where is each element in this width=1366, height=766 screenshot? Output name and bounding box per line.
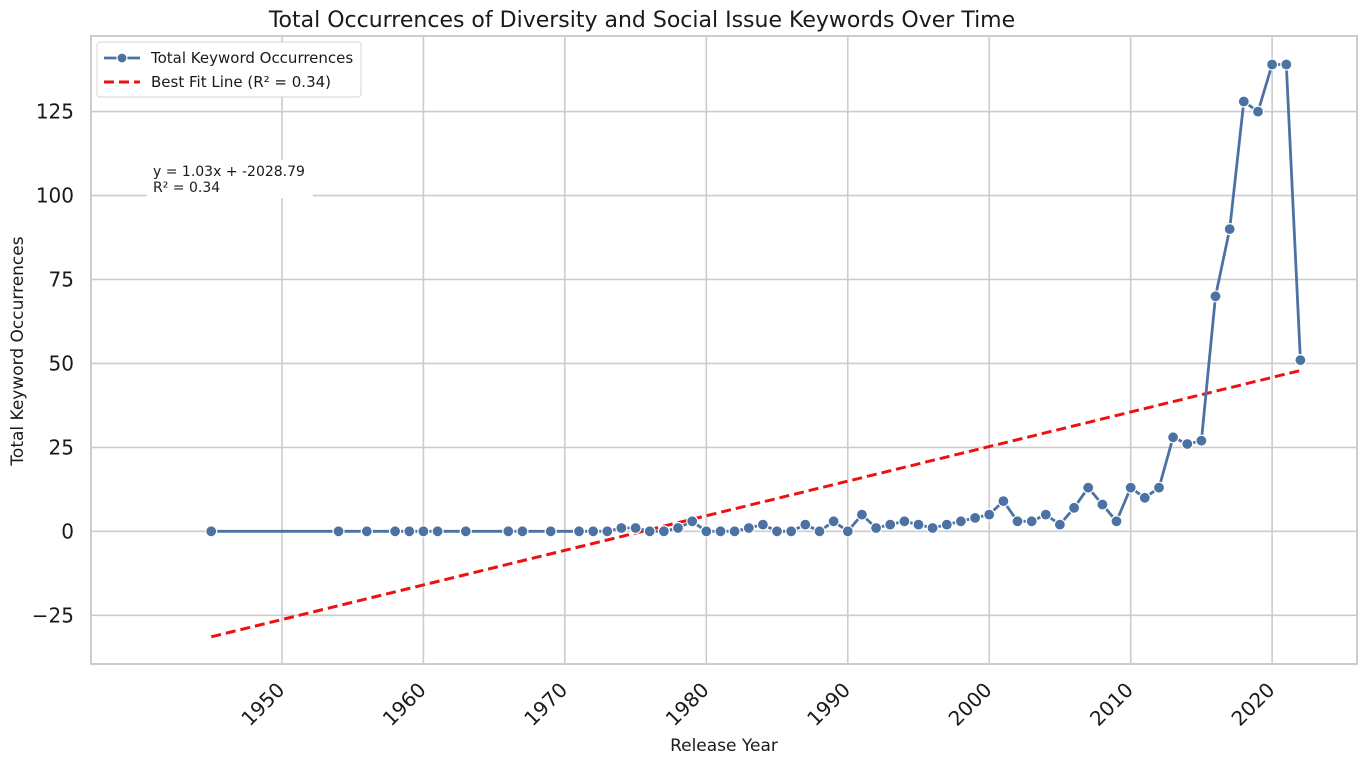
data-point [813, 525, 826, 538]
data-point [1294, 354, 1307, 367]
data-point [643, 525, 656, 538]
data-point [587, 525, 600, 538]
best-fit-line [210, 369, 1301, 639]
data-point [714, 525, 727, 538]
data-point [403, 525, 416, 538]
data-point [1223, 223, 1236, 236]
y-axis-label: Total Keyword Occurrences [8, 236, 28, 466]
x-tick-label: 2010 [1085, 678, 1138, 731]
data-point [615, 521, 628, 535]
y-tick-label: 75 [49, 267, 74, 291]
data-point [700, 525, 713, 538]
data-point [926, 521, 939, 535]
data-point [1166, 431, 1180, 444]
data-point [1138, 491, 1151, 504]
y-tick-label: 0 [61, 519, 74, 543]
data-point [1251, 105, 1265, 118]
chart-title: Total Occurrences of Diversity and Socia… [268, 8, 1015, 33]
data-point [1067, 501, 1081, 514]
x-tick-label: 1970 [519, 678, 572, 731]
series-line [211, 63, 1302, 533]
data-point [841, 525, 854, 538]
data-point [360, 525, 373, 538]
data-point [601, 525, 614, 538]
data-point [1082, 481, 1095, 494]
x-axis-label: Release Year [670, 736, 778, 756]
data-point [968, 511, 982, 525]
data-point [1181, 437, 1194, 451]
x-tick-label: 2000 [944, 678, 997, 731]
data-point [686, 515, 699, 528]
data-point [1053, 518, 1067, 531]
data-point [629, 521, 642, 535]
data-point [544, 525, 557, 538]
data-point [389, 525, 402, 538]
data-point [770, 525, 784, 538]
x-tick-label: 2020 [1226, 678, 1279, 731]
data-point [954, 515, 968, 528]
data-point [1237, 95, 1250, 108]
y-tick-label: 50 [49, 351, 74, 375]
data-point [756, 518, 770, 531]
data-point [855, 508, 869, 521]
legend-swatch-marker [116, 52, 128, 64]
data-point [332, 525, 345, 538]
data-point [671, 521, 685, 535]
y-tick-label: 100 [36, 184, 74, 208]
data-point [1011, 515, 1024, 528]
data-point [912, 518, 925, 531]
data-point [1025, 515, 1038, 528]
legend-entry-keyword-occurrences: Total Keyword Occurrences [150, 49, 353, 67]
data-point [785, 525, 798, 538]
data-point [827, 515, 840, 528]
data-point [459, 525, 472, 538]
plot-area-frame [90, 35, 1358, 665]
data-point [1265, 58, 1279, 71]
annotation-equation: y = 1.03x + -2028.79 [153, 164, 305, 180]
legend-box [96, 41, 362, 98]
data-point [1124, 481, 1137, 494]
data-point [1280, 58, 1293, 71]
annotation-background [147, 160, 313, 198]
best-fit-series [210, 369, 1301, 639]
data-point [431, 525, 444, 538]
data-point [1110, 515, 1123, 528]
data-point [884, 518, 897, 531]
data-point [799, 518, 812, 531]
legend: Total Keyword Occurrences Best Fit Line … [96, 41, 362, 98]
data-point [1096, 498, 1109, 511]
data-point [898, 515, 911, 528]
y-tick-label: 125 [36, 100, 74, 124]
annotation-box: y = 1.03x + -2028.79 R² = 0.34 [147, 160, 313, 198]
y-tick-label: −25 [32, 603, 74, 627]
data-point [572, 525, 586, 538]
data-point [417, 525, 430, 538]
x-tick-label: 1960 [378, 678, 431, 731]
data-point [742, 521, 755, 535]
data-point [205, 525, 218, 538]
data-point [983, 508, 996, 521]
annotation-r-squared: R² = 0.34 [153, 180, 220, 196]
data-point [997, 495, 1010, 508]
legend-entry-best-fit: Best Fit Line (R² = 0.34) [151, 73, 331, 91]
grid [91, 36, 1357, 664]
keyword-occurrences-series [205, 58, 1307, 538]
data-point [1039, 508, 1052, 521]
x-tick-label: 1980 [661, 678, 714, 731]
data-point [1195, 434, 1208, 447]
data-point [869, 521, 883, 535]
y-tick-labels: −25 0 25 50 75 100 125 [32, 100, 74, 628]
x-tick-label: 1990 [802, 678, 855, 731]
data-point [1152, 481, 1166, 494]
data-point [502, 525, 515, 538]
data-point [728, 525, 741, 538]
x-tick-label: 1950 [236, 678, 289, 731]
y-tick-label: 25 [49, 435, 74, 459]
data-point [1209, 290, 1222, 303]
x-tick-labels: 1950 1960 1970 1980 1990 2000 2010 2020 [236, 678, 1279, 731]
data-point [516, 525, 529, 538]
data-point [657, 525, 671, 538]
data-point [940, 518, 953, 531]
